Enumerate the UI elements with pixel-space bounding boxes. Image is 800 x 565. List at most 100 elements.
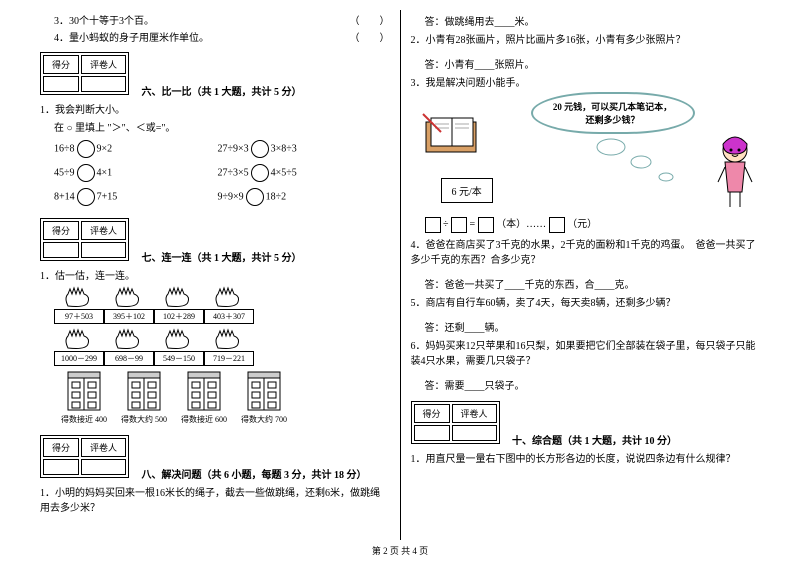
score-box-7: 得分 评卷人 <box>40 218 129 261</box>
hand-item: 1000－299 <box>54 328 104 366</box>
c3ar: 7+15 <box>97 191 118 202</box>
bubble-l1: 20 元钱，可以买几本笔记本， <box>543 100 683 113</box>
score-h: 得分 <box>43 438 79 457</box>
circle-icon <box>251 140 269 158</box>
hand-item: 403＋307 <box>204 286 254 324</box>
s6-q1: 1．我会判断大小。 <box>40 101 390 116</box>
hand-label: 102＋289 <box>154 309 204 324</box>
c1bl: 27÷9×3 <box>218 143 249 154</box>
tf-item-3: 3．30个十等于3个百。 （ ） <box>54 12 390 27</box>
q2: 2．小青有28张画片，照片比画片多16张，小青有多少张照片？ <box>411 31 761 46</box>
hand-item: 102＋289 <box>154 286 204 324</box>
grader-h: 评卷人 <box>81 438 126 457</box>
section-6-header: 得分 评卷人 六、比一比（共 1 大题，共计 5 分） <box>40 46 390 98</box>
circle-icon <box>77 188 95 206</box>
building-label: 得数大约 500 <box>114 414 174 425</box>
ans5: 答：还剩____辆。 <box>425 319 761 334</box>
circle-icon <box>77 164 95 182</box>
building-item: 得数大约 700 <box>234 370 294 425</box>
score-box-10: 得分 评卷人 <box>411 401 500 444</box>
ans1: 答：做跳绳用去____米。 <box>425 13 761 28</box>
s8-q1: 1．小明的妈妈买回来一根16米长的绳子，截去一些做跳绳，还剩6米，做跳绳用去多少… <box>40 484 390 514</box>
section-6-title: 六、比一比（共 1 大题，共计 5 分） <box>142 83 302 98</box>
section-7-header: 得分 评卷人 七、连一连（共 1 大题，共计 5 分） <box>40 212 390 264</box>
left-column: 3．30个十等于3个百。 （ ） 4．量小蚂蚁的身子用厘米作单位。 （ ） 得分… <box>30 10 400 540</box>
eq-yuan: （元） <box>567 219 597 230</box>
bubble-l2: 还剩多少钱？ <box>543 113 683 126</box>
score-h: 得分 <box>414 404 450 423</box>
circle-icon <box>251 164 269 182</box>
grader-h: 评卷人 <box>452 404 497 423</box>
ans6: 答：需要____只袋子。 <box>425 377 761 392</box>
hand-label: 719－221 <box>204 351 254 366</box>
hand-label: 1000－299 <box>54 351 104 366</box>
building-label: 得数接近 600 <box>174 414 234 425</box>
c2ar: 4×1 <box>97 167 113 178</box>
cloud-trail-icon <box>591 132 691 192</box>
building-item: 得数大约 500 <box>114 370 174 425</box>
section-10-header: 得分 评卷人 十、综合题（共 1 大题，共计 10 分） <box>411 395 761 447</box>
hand-item: 719－221 <box>204 328 254 366</box>
score-h: 得分 <box>43 55 79 74</box>
building-item: 得数接近 600 <box>174 370 234 425</box>
tf3-text: 3．30个十等于3个百。 <box>54 16 154 27</box>
score-h: 得分 <box>43 221 79 240</box>
c3br: 18÷2 <box>266 191 287 202</box>
cmp-row-1: 16÷8 9×2 27÷9×3 3×8÷3 <box>54 140 390 158</box>
hands-row-top: 97＋503395＋102102＋289403＋307 <box>54 286 390 324</box>
tf4-text: 4．量小蚂蚁的身子用厘米作单位。 <box>54 33 209 44</box>
circle-icon <box>77 140 95 158</box>
section-8-title: 八、解决问题（共 6 小题，每题 3 分，共计 18 分） <box>142 466 367 481</box>
hand-item: 698－99 <box>104 328 154 366</box>
tf4-paren: （ ） <box>350 29 390 44</box>
girl-icon <box>710 132 760 212</box>
hands-row-bot: 1000－299698－99549－150719－221 <box>54 328 390 366</box>
score-box-6: 得分 评卷人 <box>40 52 129 95</box>
blank-box <box>549 217 565 233</box>
q6: 6．妈妈买来12只苹果和16只梨，如果要把它们全部装在袋子里，每只袋子只能装4只… <box>411 337 761 367</box>
ans2: 答：小青有____张照片。 <box>425 56 761 71</box>
blank-box <box>425 217 441 233</box>
c1br: 3×8÷3 <box>271 143 297 154</box>
c1ar: 9×2 <box>97 143 113 154</box>
q4: 4．爸爸在商店买了3千克的水果，2千克的面粉和1千克的鸡蛋。 爸爸一共买了多少千… <box>411 236 761 266</box>
grader-h: 评卷人 <box>81 55 126 74</box>
cmp-row-2: 45÷9 4×1 27÷3×5 4×5÷5 <box>54 164 390 182</box>
hand-label: 698－99 <box>104 351 154 366</box>
hand-item: 97＋503 <box>54 286 104 324</box>
q3-illustration: 20 元钱，可以买几本笔记本， 还剩多少钱？ 6 元/本 <box>411 92 761 212</box>
s7-q1: 1．估一估，连一连。 <box>40 267 390 282</box>
s6-instr: 在 ○ 里填上 "＞"、＜或="。 <box>54 119 390 134</box>
building-item: 得数接近 400 <box>54 370 114 425</box>
c3al: 8+14 <box>54 191 75 202</box>
hand-item: 549－150 <box>154 328 204 366</box>
price-box: 6 元/本 <box>441 178 493 203</box>
building-label: 得数接近 400 <box>54 414 114 425</box>
hand-label: 549－150 <box>154 351 204 366</box>
hand-label: 395＋102 <box>104 309 154 324</box>
hand-label: 403＋307 <box>204 309 254 324</box>
q3: 3．我是解决问题小能手。 <box>411 74 761 89</box>
c2br: 4×5÷5 <box>271 167 297 178</box>
eq-tail: （本）…… <box>496 219 546 230</box>
section-8-header: 得分 评卷人 八、解决问题（共 6 小题，每题 3 分，共计 18 分） <box>40 429 390 481</box>
c2al: 45÷9 <box>54 167 75 178</box>
grader-h: 评卷人 <box>81 221 126 240</box>
page-footer: 第 2 页 共 4 页 <box>0 540 800 557</box>
page: 3．30个十等于3个百。 （ ） 4．量小蚂蚁的身子用厘米作单位。 （ ） 得分… <box>0 0 800 540</box>
c2bl: 27÷3×5 <box>218 167 249 178</box>
hand-item: 395＋102 <box>104 286 154 324</box>
blank-box <box>478 217 494 233</box>
buildings-row: 得数接近 400得数大约 500得数接近 600得数大约 700 <box>54 370 390 425</box>
building-label: 得数大约 700 <box>234 414 294 425</box>
c3bl: 9÷9×9 <box>218 191 244 202</box>
section-7-title: 七、连一连（共 1 大题，共计 5 分） <box>142 249 302 264</box>
circle-icon <box>246 188 264 206</box>
price-text: 6 元/本 <box>452 187 482 198</box>
tf3-paren: （ ） <box>350 12 390 27</box>
c1al: 16÷8 <box>54 143 75 154</box>
hand-label: 97＋503 <box>54 309 104 324</box>
s10-q1: 1．用直尺量一量右下图中的长方形各边的长度，说说四条边有什么规律？ <box>411 450 761 465</box>
speech-bubble: 20 元钱，可以买几本笔记本， 还剩多少钱？ <box>531 92 695 134</box>
blank-box <box>451 217 467 233</box>
